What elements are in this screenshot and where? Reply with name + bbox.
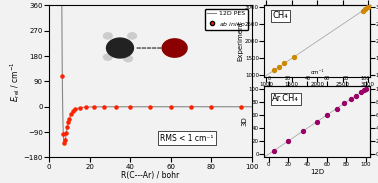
Point: [127, 105, 133, 108]
Point: [82, 106, 88, 109]
Point: [59, 74, 65, 77]
Point: [67, 117, 73, 120]
Point: [333, 107, 339, 110]
Point: [363, 87, 369, 90]
Point: [365, 6, 371, 9]
Point: [353, 94, 359, 97]
Point: [314, 120, 320, 123]
Y-axis label: Experiment: Experiment: [238, 21, 244, 61]
Point: [76, 107, 82, 109]
Point: [239, 105, 245, 108]
Point: [324, 114, 330, 117]
Point: [73, 108, 79, 111]
Circle shape: [127, 32, 137, 40]
Point: [281, 62, 287, 65]
Point: [113, 105, 119, 108]
Circle shape: [106, 37, 134, 59]
Point: [271, 69, 277, 72]
Point: [361, 89, 367, 92]
Text: RMS < 1 cm⁻¹: RMS < 1 cm⁻¹: [161, 134, 214, 143]
Point: [68, 112, 74, 115]
Circle shape: [103, 53, 113, 61]
Y-axis label: 3D: 3D: [241, 117, 247, 126]
X-axis label: R(C---Ar) / bohr: R(C---Ar) / bohr: [121, 171, 180, 180]
Point: [101, 105, 107, 108]
Point: [276, 66, 282, 68]
Point: [366, 5, 372, 8]
Point: [147, 105, 153, 108]
Point: [65, 121, 71, 124]
Legend: 12D PES, $\it{ab\ initio}$: 12D PES, $\it{ab\ initio}$: [204, 9, 248, 30]
Circle shape: [103, 32, 113, 40]
Text: CH₄: CH₄: [273, 11, 288, 20]
Point: [300, 130, 306, 133]
Point: [61, 142, 67, 145]
Point: [358, 91, 364, 94]
Point: [64, 132, 70, 135]
Point: [167, 105, 174, 108]
Point: [291, 55, 297, 58]
Point: [70, 109, 76, 112]
Point: [360, 9, 366, 12]
X-axis label: Theory: Theory: [305, 88, 329, 94]
Point: [271, 149, 277, 152]
Point: [208, 105, 214, 108]
Point: [64, 126, 70, 129]
Circle shape: [123, 55, 133, 62]
Point: [348, 97, 354, 100]
Point: [285, 140, 291, 143]
X-axis label: 12D: 12D: [310, 169, 324, 175]
Point: [60, 132, 66, 135]
Point: [91, 105, 97, 108]
Text: Ar.CH₄: Ar.CH₄: [273, 94, 299, 104]
Point: [341, 102, 347, 105]
Point: [363, 8, 369, 10]
Point: [188, 105, 194, 108]
Point: [62, 138, 68, 141]
Circle shape: [161, 38, 188, 58]
Y-axis label: $E_\mathrm{rel}$ / cm$^{-1}$: $E_\mathrm{rel}$ / cm$^{-1}$: [8, 61, 22, 102]
